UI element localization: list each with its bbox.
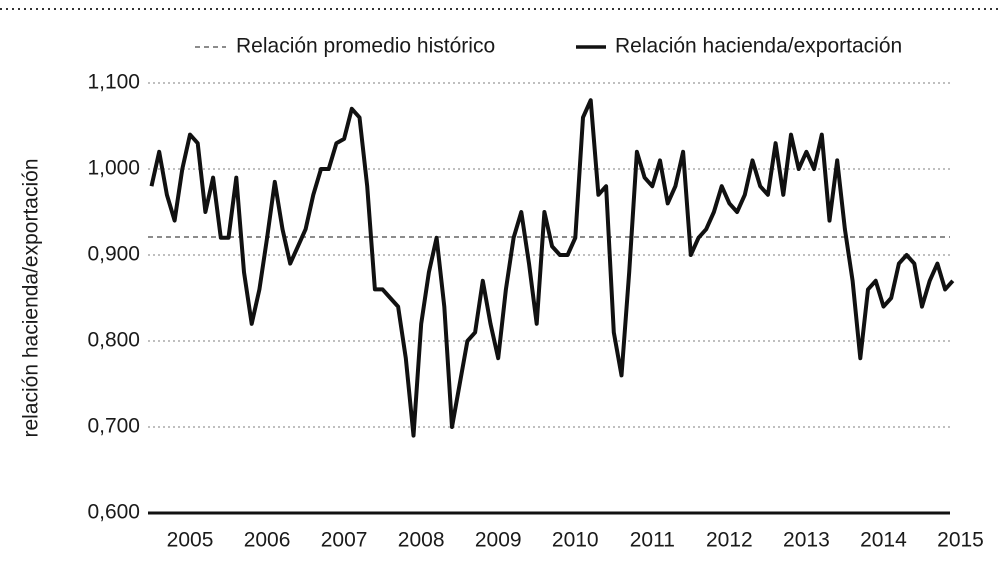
x-tick-label: 2012: [706, 529, 753, 552]
data-line: [149, 98, 955, 438]
x-tick-label: 2010: [552, 529, 599, 552]
x-tick-label: 2009: [475, 529, 522, 552]
x-tick-label: 2015: [937, 529, 984, 552]
legend-label: Relación hacienda/exportación: [615, 35, 902, 58]
y-tick-label: 1,000: [87, 157, 140, 180]
y-tick-label: 1,100: [87, 71, 140, 94]
x-tick-label: 2005: [167, 529, 214, 552]
x-tick-label: 2014: [860, 529, 907, 552]
legend-label: Relación promedio histórico: [236, 35, 495, 58]
y-tick-label: 0,700: [87, 415, 140, 438]
x-tick-label: 2007: [321, 529, 368, 552]
y-axis-label: relación hacienda/exportación: [20, 158, 43, 437]
x-tick-label: 2011: [630, 529, 675, 552]
x-tick-label: 2008: [398, 529, 445, 552]
y-tick-label: 0,600: [87, 501, 140, 524]
x-tick-label: 2006: [244, 529, 291, 552]
x-tick-label: 2013: [783, 529, 830, 552]
y-tick-label: 0,900: [87, 243, 140, 266]
y-tick-label: 0,800: [87, 329, 140, 352]
